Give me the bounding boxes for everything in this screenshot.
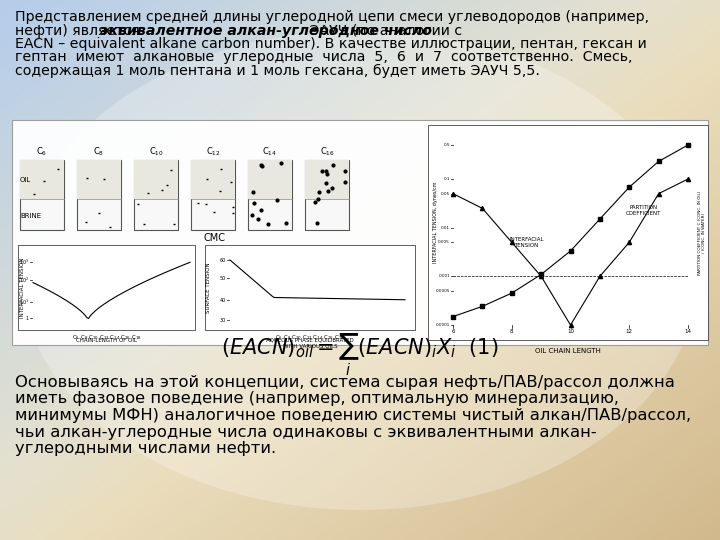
Text: 0.5: 0.5 xyxy=(444,143,450,147)
FancyBboxPatch shape xyxy=(191,160,235,230)
Text: C$_8$: C$_8$ xyxy=(94,145,104,158)
Text: 10$^3$: 10$^3$ xyxy=(19,258,29,267)
Text: INTERFACIAL TENSION: INTERFACIAL TENSION xyxy=(19,257,24,318)
Text: Представлением средней длины углеродной цепи смеси углеводородов (например,: Представлением средней длины углеродной … xyxy=(15,10,649,24)
Text: 30: 30 xyxy=(220,318,226,322)
Text: OIL CHAIN LENGTH: OIL CHAIN LENGTH xyxy=(535,348,601,354)
Text: CMC: CMC xyxy=(204,233,226,243)
Text: 0.0001: 0.0001 xyxy=(436,323,450,327)
FancyBboxPatch shape xyxy=(248,160,292,230)
FancyBboxPatch shape xyxy=(20,160,64,230)
Text: содержащая 1 моль пентана и 1 моль гексана, будет иметь ЭАУЧ 5,5.: содержащая 1 моль пентана и 1 моль гекса… xyxy=(15,64,540,78)
Text: минимумы МФН) аналогичное поведению системы чистый алкан/ПАВ/рассол,: минимумы МФН) аналогичное поведению сист… xyxy=(15,408,691,423)
Text: 0.005: 0.005 xyxy=(438,240,450,244)
FancyBboxPatch shape xyxy=(305,160,349,199)
Text: иметь фазовое поведение (например, оптимальную минерализацию,: иметь фазовое поведение (например, оптим… xyxy=(15,392,619,407)
FancyBboxPatch shape xyxy=(12,120,708,345)
Text: C$_6$ C$_8$ C$_{10}$ C$_{12}$ C$_{14}$ C$_{16}$ C$_{18}$: C$_6$ C$_8$ C$_{10}$ C$_{12}$ C$_{14}$ C… xyxy=(275,333,345,342)
Text: 1: 1 xyxy=(26,315,29,321)
Text: ЭАУЧ (по аналогии с: ЭАУЧ (по аналогии с xyxy=(305,24,463,37)
Text: C$_6$: C$_6$ xyxy=(37,145,48,158)
Text: C$_{14}$: C$_{14}$ xyxy=(263,145,277,158)
Text: 60: 60 xyxy=(220,258,226,262)
Text: 10$^2$: 10$^2$ xyxy=(19,275,29,285)
Text: 0.01: 0.01 xyxy=(441,226,450,230)
FancyBboxPatch shape xyxy=(248,160,292,199)
FancyBboxPatch shape xyxy=(191,160,235,199)
Text: чьи алкан-углеродные числа одинаковы с эквивалентными алкан-: чьи алкан-углеродные числа одинаковы с э… xyxy=(15,424,597,440)
Text: нефти) является: нефти) является xyxy=(15,24,144,37)
FancyBboxPatch shape xyxy=(205,245,415,330)
Text: 14: 14 xyxy=(685,329,691,334)
FancyBboxPatch shape xyxy=(77,160,121,230)
Text: 0.001: 0.001 xyxy=(438,274,450,278)
Text: углеродными числами нефти.: углеродными числами нефти. xyxy=(15,441,276,456)
Text: 0.1: 0.1 xyxy=(444,177,450,181)
FancyBboxPatch shape xyxy=(18,245,195,330)
Text: 6: 6 xyxy=(451,329,455,334)
Text: PARTITION
COEFFICIENT: PARTITION COEFFICIENT xyxy=(626,205,662,216)
Text: 40: 40 xyxy=(220,298,226,302)
Text: CHAIN-LENGTH OF OIL: CHAIN-LENGTH OF OIL xyxy=(76,338,137,343)
Text: C$_6$ C$_8$ C$_{10}$ C$_{12}$ C$_{14}$ C$_{16}$ C$_{18}$: C$_6$ C$_8$ C$_{10}$ C$_{12}$ C$_{14}$ C… xyxy=(71,333,141,342)
FancyBboxPatch shape xyxy=(305,160,349,230)
Text: EACN – equivalent alkane carbon number). В качестве иллюстрации, пентан, гексан : EACN – equivalent alkane carbon number).… xyxy=(15,37,647,51)
Text: C$_{16}$: C$_{16}$ xyxy=(320,145,335,158)
Text: SURFACE TENSION: SURFACE TENSION xyxy=(207,262,212,313)
Text: C$_{10}$: C$_{10}$ xyxy=(148,145,163,158)
Text: эквивалентное алкан-углеродное число: эквивалентное алкан-углеродное число xyxy=(100,24,432,37)
FancyBboxPatch shape xyxy=(428,125,708,340)
Text: 10: 10 xyxy=(567,329,574,334)
Text: гептан  имеют  алкановые  углеродные  числа  5,  6  и  7  соответственно.  Смесь: гептан имеют алкановые углеродные числа … xyxy=(15,51,632,64)
Text: $(EACN)_{oil} = \sum_{i}(EACN)_{i}X_{i}\ \ (1)$: $(EACN)_{oil} = \sum_{i}(EACN)_{i}X_{i}\… xyxy=(221,332,499,378)
Text: C$_{12}$: C$_{12}$ xyxy=(206,145,220,158)
Text: INTERFACIAL
TENSION: INTERFACIAL TENSION xyxy=(509,237,544,248)
Text: BRINE: BRINE xyxy=(20,213,41,219)
Text: OIL: OIL xyxy=(20,177,31,183)
Text: INTERFACIAL TENSION, dynes/cm: INTERFACIAL TENSION, dynes/cm xyxy=(433,182,438,263)
Text: 8: 8 xyxy=(510,329,513,334)
Text: 0.0005: 0.0005 xyxy=(436,289,450,293)
FancyBboxPatch shape xyxy=(20,160,64,199)
FancyBboxPatch shape xyxy=(134,160,178,230)
Text: 10$^1$: 10$^1$ xyxy=(19,298,29,307)
Text: 50: 50 xyxy=(220,275,226,280)
Text: PARTITION COEFFICIENT C (CONC. IN OIL)
/ (CONC. IN WATER): PARTITION COEFFICIENT C (CONC. IN OIL) /… xyxy=(698,190,706,275)
Text: AQUEOUS PHASE EQUILIBRATED
WITH VARIOUS OILS: AQUEOUS PHASE EQUILIBRATED WITH VARIOUS … xyxy=(266,338,354,349)
FancyBboxPatch shape xyxy=(77,160,121,199)
Ellipse shape xyxy=(20,30,700,510)
FancyBboxPatch shape xyxy=(134,160,178,199)
Text: 12: 12 xyxy=(626,329,633,334)
Text: 0.05: 0.05 xyxy=(441,192,450,195)
Text: Основываясь на этой концепции, система сырая нефть/ПАВ/рассол должна: Основываясь на этой концепции, система с… xyxy=(15,375,675,390)
